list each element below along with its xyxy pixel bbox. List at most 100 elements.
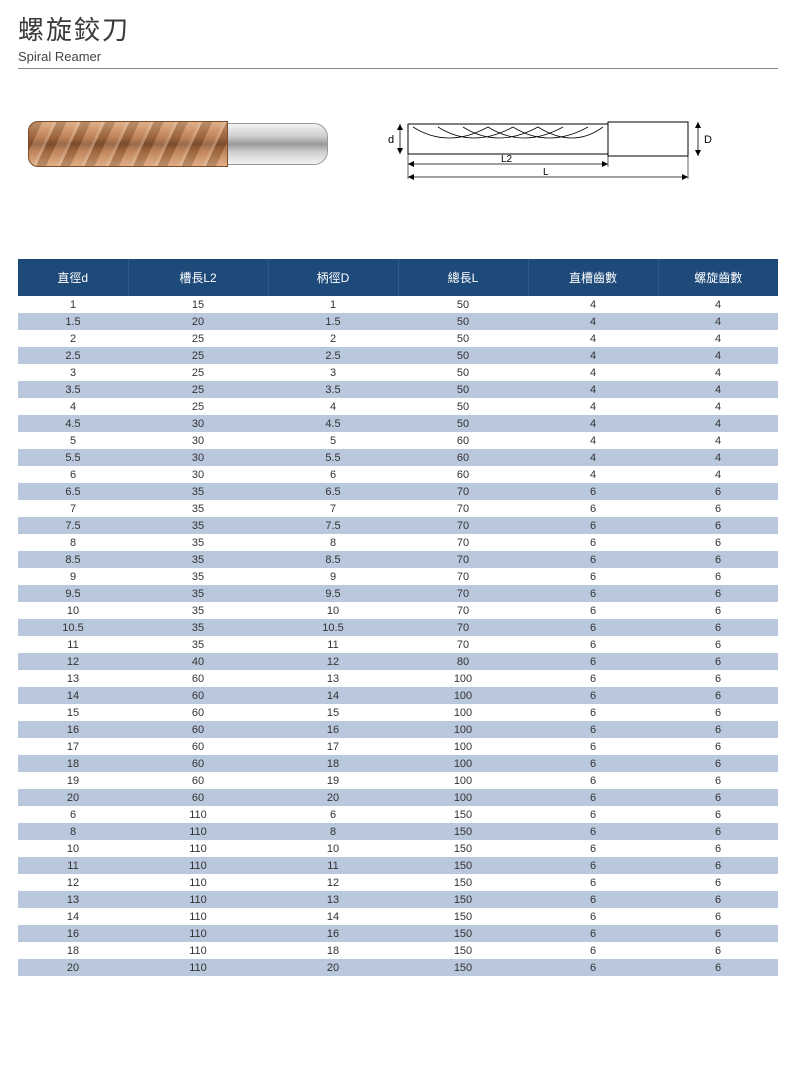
table-cell: 10 xyxy=(268,840,398,857)
table-cell: 150 xyxy=(398,840,528,857)
table-cell: 6 xyxy=(658,687,778,704)
table-cell: 50 xyxy=(398,296,528,313)
table-cell: 60 xyxy=(128,738,268,755)
table-cell: 11 xyxy=(268,857,398,874)
table-cell: 50 xyxy=(398,381,528,398)
table-cell: 6 xyxy=(528,857,658,874)
table-cell: 100 xyxy=(398,687,528,704)
table-cell: 12 xyxy=(18,874,128,891)
table-cell: 35 xyxy=(128,534,268,551)
table-row: 1035107066 xyxy=(18,602,778,619)
table-cell: 20 xyxy=(268,789,398,806)
table-row: 2.5252.55044 xyxy=(18,347,778,364)
table-cell: 60 xyxy=(128,687,268,704)
table-row: 11515044 xyxy=(18,296,778,313)
table-row: 32535044 xyxy=(18,364,778,381)
col-header: 柄徑D xyxy=(268,259,398,296)
table-cell: 110 xyxy=(128,908,268,925)
table-cell: 4 xyxy=(658,449,778,466)
table-cell: 6 xyxy=(528,483,658,500)
table-cell: 10.5 xyxy=(268,619,398,636)
table-cell: 35 xyxy=(128,517,268,534)
table-cell: 110 xyxy=(128,840,268,857)
table-cell: 4 xyxy=(658,347,778,364)
table-cell: 50 xyxy=(398,347,528,364)
table-cell: 20 xyxy=(268,959,398,976)
table-cell: 150 xyxy=(398,891,528,908)
table-cell: 10.5 xyxy=(18,619,128,636)
table-cell: 6 xyxy=(658,959,778,976)
table-cell: 30 xyxy=(128,449,268,466)
table-row: 15601510066 xyxy=(18,704,778,721)
table-cell: 6 xyxy=(658,585,778,602)
table-row: 53056044 xyxy=(18,432,778,449)
table-cell: 4 xyxy=(658,330,778,347)
table-cell: 5.5 xyxy=(268,449,398,466)
table-cell: 60 xyxy=(128,670,268,687)
table-cell: 25 xyxy=(128,381,268,398)
table-row: 9.5359.57066 xyxy=(18,585,778,602)
table-cell: 4 xyxy=(658,381,778,398)
table-cell: 60 xyxy=(128,704,268,721)
table-cell: 4 xyxy=(658,466,778,483)
table-cell: 6 xyxy=(658,857,778,874)
table-cell: 11 xyxy=(268,636,398,653)
table-cell: 14 xyxy=(268,908,398,925)
table-cell: 16 xyxy=(18,925,128,942)
table-cell: 18 xyxy=(18,942,128,959)
label-L2: L2 xyxy=(501,154,513,165)
table-cell: 12 xyxy=(268,653,398,670)
table-cell: 60 xyxy=(398,449,528,466)
table-cell: 70 xyxy=(398,636,528,653)
table-cell: 6 xyxy=(528,942,658,959)
table-cell: 40 xyxy=(128,653,268,670)
table-cell: 6 xyxy=(268,466,398,483)
table-cell: 6 xyxy=(658,602,778,619)
table-row: 3.5253.55044 xyxy=(18,381,778,398)
table-row: 201102015066 xyxy=(18,959,778,976)
table-cell: 80 xyxy=(398,653,528,670)
table-row: 63066044 xyxy=(18,466,778,483)
table-cell: 6 xyxy=(528,568,658,585)
table-cell: 8 xyxy=(18,534,128,551)
table-cell: 100 xyxy=(398,772,528,789)
table-cell: 50 xyxy=(398,398,528,415)
table-cell: 6 xyxy=(658,704,778,721)
table-cell: 110 xyxy=(128,857,268,874)
table-row: 1.5201.55044 xyxy=(18,313,778,330)
table-row: 8110815066 xyxy=(18,823,778,840)
table-row: 22525044 xyxy=(18,330,778,347)
table-cell: 25 xyxy=(128,364,268,381)
table-row: 20602010066 xyxy=(18,789,778,806)
table-cell: 6 xyxy=(658,806,778,823)
table-cell: 15 xyxy=(268,704,398,721)
table-row: 141101415066 xyxy=(18,908,778,925)
table-cell: 1 xyxy=(18,296,128,313)
table-cell: 100 xyxy=(398,738,528,755)
table-cell: 4 xyxy=(658,364,778,381)
table-cell: 150 xyxy=(398,925,528,942)
table-cell: 4 xyxy=(658,313,778,330)
table-cell: 4.5 xyxy=(268,415,398,432)
table-cell: 6 xyxy=(528,585,658,602)
table-cell: 100 xyxy=(398,721,528,738)
table-cell: 25 xyxy=(128,398,268,415)
table-cell: 60 xyxy=(128,755,268,772)
table-cell: 60 xyxy=(128,772,268,789)
table-cell: 6 xyxy=(528,874,658,891)
table-cell: 13 xyxy=(18,891,128,908)
table-cell: 6 xyxy=(658,823,778,840)
table-cell: 6 xyxy=(528,653,658,670)
table-cell: 6 xyxy=(658,653,778,670)
table-cell: 13 xyxy=(18,670,128,687)
table-cell: 3.5 xyxy=(18,381,128,398)
table-cell: 70 xyxy=(398,500,528,517)
table-cell: 4 xyxy=(528,398,658,415)
table-cell: 4 xyxy=(528,330,658,347)
table-cell: 4 xyxy=(528,432,658,449)
table-cell: 5 xyxy=(18,432,128,449)
table-cell: 6 xyxy=(528,534,658,551)
table-header: 直徑d槽長L2柄徑D總長L直槽齒數螺旋齒數 xyxy=(18,259,778,296)
table-cell: 150 xyxy=(398,806,528,823)
table-body: 115150441.5201.55044225250442.5252.55044… xyxy=(18,296,778,976)
